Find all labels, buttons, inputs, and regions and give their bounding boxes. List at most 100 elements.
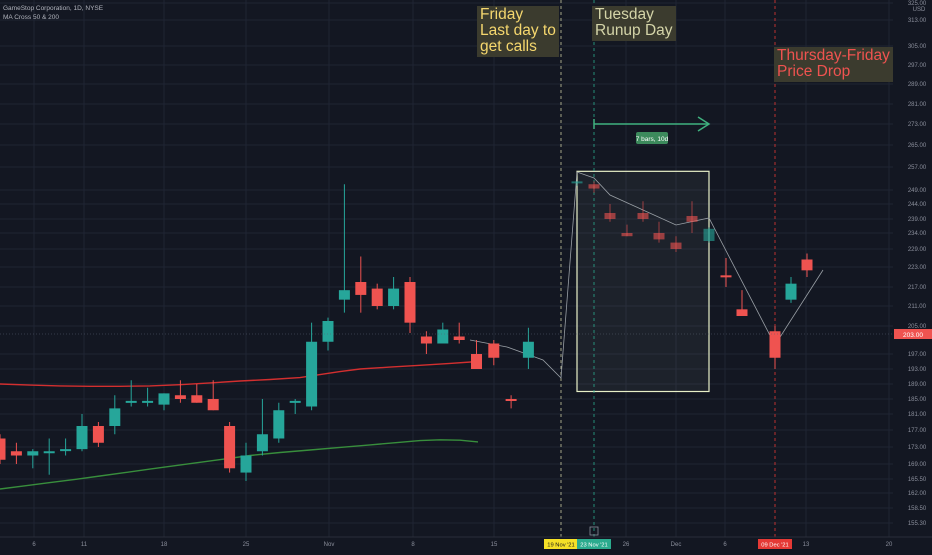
- time-tick-label: 6: [723, 542, 727, 548]
- price-tick-label: 189.00: [908, 382, 927, 388]
- candle-body: [769, 331, 781, 358]
- candle: [256, 399, 268, 456]
- ma50-line: [0, 360, 479, 387]
- price-tick-label: 193.00: [908, 367, 927, 373]
- candles: [0, 181, 813, 481]
- annotation-thursday[interactable]: Thursday-Friday Price Drop: [774, 47, 893, 82]
- candle: [604, 204, 616, 222]
- candle-body: [355, 282, 367, 295]
- candle-body: [588, 184, 600, 189]
- candle: [670, 236, 682, 252]
- price-tick-label: 177.00: [908, 428, 927, 434]
- price-tick-label: 239.00: [908, 217, 927, 223]
- candle-body: [142, 400, 154, 403]
- price-tick-label: 249.00: [908, 188, 927, 194]
- annotation-tuesday[interactable]: Tuesday Runup Day: [592, 6, 676, 41]
- candle-body: [306, 341, 318, 407]
- candle: [720, 258, 732, 287]
- candle: [522, 327, 534, 369]
- candle-body: [191, 395, 203, 403]
- price-tick-label: 173.00: [908, 445, 927, 451]
- time-tick-label: 11: [81, 542, 88, 548]
- time-tick-label: 18: [161, 542, 168, 548]
- candle: [174, 380, 186, 403]
- candle-body: [571, 181, 583, 184]
- candle: [109, 395, 121, 435]
- candle-body: [125, 400, 137, 403]
- ma200-line: [0, 439, 479, 490]
- price-tick-label: 217.00: [908, 285, 927, 291]
- candle: [588, 181, 600, 193]
- price-tick-label: 181.00: [908, 412, 927, 418]
- chart-legend: GameStop Corporation, 1D, NYSE MA Cross …: [3, 4, 103, 22]
- candle-body: [621, 233, 633, 237]
- candle-body: [604, 213, 616, 219]
- candle: [158, 393, 170, 411]
- candle-body: [289, 400, 301, 403]
- candle-body: [505, 399, 517, 401]
- price-tick-label: 162.00: [908, 491, 927, 497]
- candle: [420, 331, 432, 354]
- candle: [60, 438, 72, 456]
- candle: [207, 380, 219, 411]
- candle: [0, 434, 6, 464]
- candle: [736, 290, 748, 316]
- time-tick-label: 6: [32, 542, 36, 548]
- candle: [10, 442, 22, 464]
- last-price-tag: [894, 329, 932, 339]
- currency-label: USD: [913, 7, 926, 13]
- price-tick-label: 229.00: [908, 247, 927, 253]
- time-tick-label: Nov: [324, 542, 335, 548]
- candle-body: [720, 275, 732, 278]
- time-tick-label: 15: [491, 542, 498, 548]
- candle-body: [0, 438, 6, 460]
- candle-body: [43, 451, 55, 454]
- candle: [653, 221, 665, 243]
- price-tick-label: 234.00: [908, 231, 927, 237]
- indicator-label: MA Cross 50 & 200: [3, 14, 59, 21]
- date-highlight-label: 09 Dec '21: [761, 543, 789, 549]
- time-tick-label: 20: [886, 542, 893, 548]
- date-highlight-badge: [758, 539, 792, 549]
- candle-body: [801, 259, 813, 271]
- time-axis: 6 11 18 25 Nov 8 15 26 Dec 6 13 20 19 Nov '21 23 Nov …: [32, 539, 893, 549]
- annotation-friday[interactable]: Friday Last day to get calls: [477, 6, 559, 57]
- price-tick-label: 165.50: [908, 477, 927, 483]
- candle-body: [522, 341, 534, 358]
- bars-count-badge: [636, 132, 668, 144]
- time-tick-label: Dec: [671, 542, 682, 548]
- candle: [505, 395, 517, 409]
- candle-body: [404, 282, 416, 323]
- date-highlight-badge: [577, 539, 611, 549]
- time-tick-label: 13: [803, 542, 810, 548]
- candle: [43, 438, 55, 475]
- event-marker-icon: [589, 526, 599, 536]
- candle: [76, 414, 88, 452]
- price-tick-label: 185.00: [908, 397, 927, 403]
- trend-path: [469, 171, 824, 379]
- price-tick-label: 223.00: [908, 265, 927, 271]
- candle-body: [453, 336, 465, 340]
- price-tick-label: 273.00: [908, 122, 927, 128]
- candle-body: [174, 395, 186, 399]
- candle-body: [686, 216, 698, 222]
- symbol-label: GameStop Corporation, 1D, NYSE: [3, 5, 104, 12]
- price-tick-label: 325.00: [908, 1, 927, 7]
- candle-body: [109, 408, 121, 426]
- candle-body: [322, 321, 334, 342]
- candle-body: [60, 449, 72, 452]
- candle: [769, 326, 781, 369]
- candle: [191, 384, 203, 403]
- candle: [686, 201, 698, 233]
- price-tick-label: 281.00: [908, 102, 927, 108]
- candle: [125, 380, 137, 407]
- price-tick-label: 257.00: [908, 165, 927, 171]
- price-tick-label: 289.00: [908, 82, 927, 88]
- candle-body: [256, 434, 268, 452]
- candle-body: [637, 213, 649, 219]
- candle-body: [785, 283, 797, 300]
- candle-body: [703, 228, 715, 241]
- candle-body: [338, 290, 350, 300]
